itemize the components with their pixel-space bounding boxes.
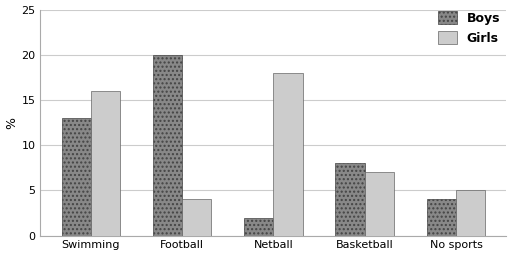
Bar [427, 199, 456, 236]
Bar [456, 190, 485, 236]
Y-axis label: %: % [6, 116, 18, 129]
Bar [91, 91, 120, 236]
Bar [182, 199, 211, 236]
Bar [153, 55, 182, 236]
Bar [61, 118, 91, 236]
Legend: Boys, Girls: Boys, Girls [438, 11, 500, 45]
Bar [365, 172, 394, 236]
Bar [335, 163, 365, 236]
Bar [273, 73, 303, 236]
Bar [244, 218, 273, 236]
